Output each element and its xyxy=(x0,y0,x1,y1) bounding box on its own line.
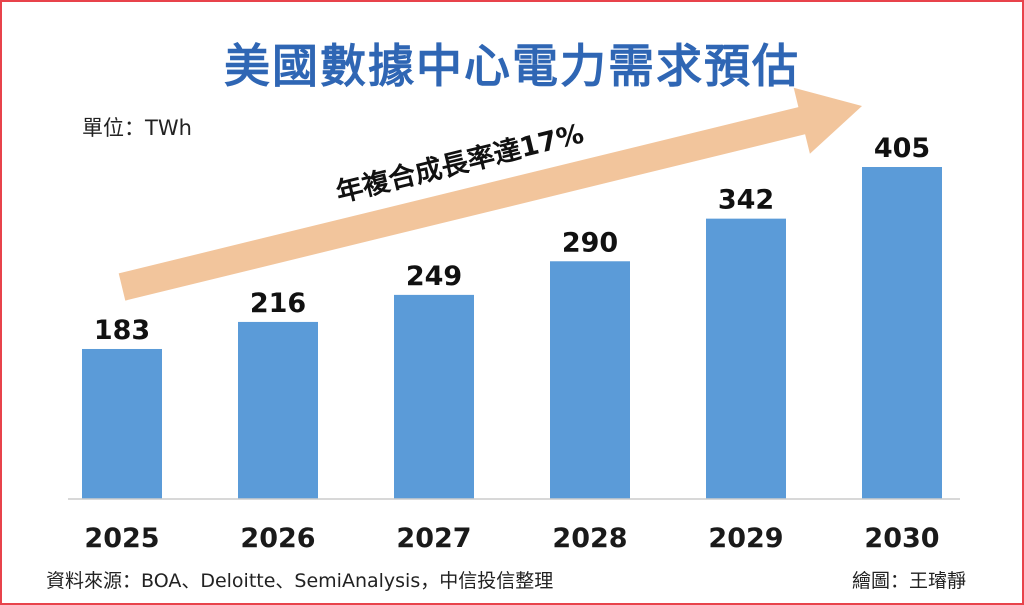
data-labels: 183 216 249 290 342 405 xyxy=(94,133,930,346)
x-tick-2028: 2028 xyxy=(552,523,627,554)
value-label-2027: 249 xyxy=(406,261,462,292)
bar-2030 xyxy=(862,167,942,499)
x-tick-2027: 2027 xyxy=(396,523,471,554)
value-label-2030: 405 xyxy=(874,133,930,164)
credit-note: 繪圖：王璿靜 xyxy=(851,570,966,592)
value-label-2025: 183 xyxy=(94,315,150,346)
value-label-2028: 290 xyxy=(562,227,618,258)
value-label-2029: 342 xyxy=(718,185,774,216)
growth-arrow xyxy=(118,87,862,301)
bar-2027 xyxy=(394,294,474,499)
x-tick-2030: 2030 xyxy=(864,523,939,554)
bar-2025 xyxy=(82,348,162,499)
x-tick-2026: 2026 xyxy=(240,523,315,554)
bar-2028 xyxy=(550,261,630,499)
value-label-2026: 216 xyxy=(250,288,306,319)
bars-group xyxy=(82,167,942,499)
x-tick-labels: 2025 2026 2027 2028 2029 2030 xyxy=(84,523,939,554)
bar-2029 xyxy=(706,218,786,499)
x-tick-2029: 2029 xyxy=(708,523,783,554)
unit-label: 單位：TWh xyxy=(82,116,192,140)
source-note: 資料來源：BOA、Deloitte、SemiAnalysis，中信投信整理 xyxy=(46,570,554,592)
chart-title: 美國數據中心電力需求預估 xyxy=(224,39,800,93)
bar-2026 xyxy=(238,321,318,499)
x-tick-2025: 2025 xyxy=(84,523,159,554)
